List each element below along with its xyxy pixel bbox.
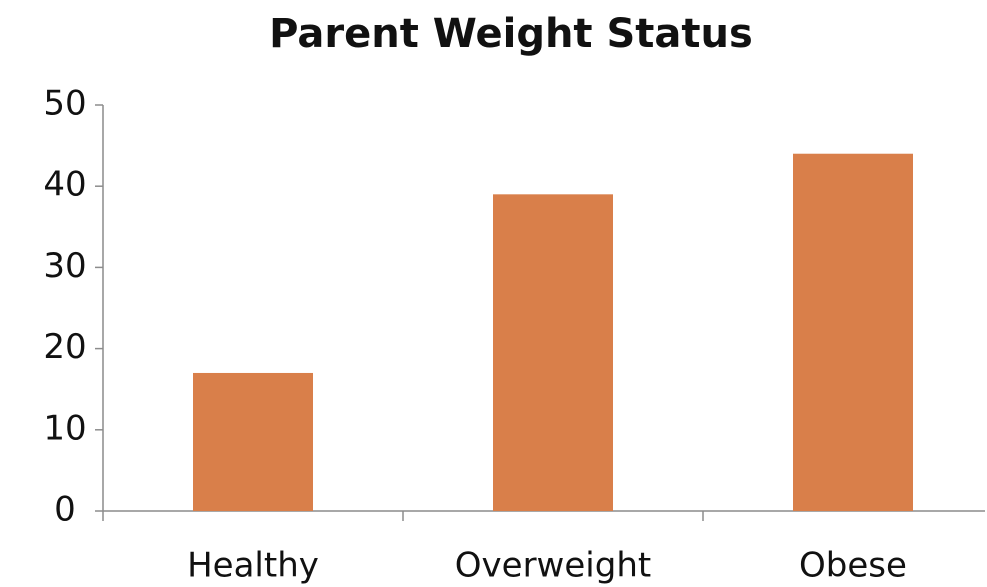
chart-title: Parent Weight Status — [269, 11, 753, 57]
y-tick-label: 20 — [43, 327, 86, 367]
x-tick-label: Healthy — [187, 546, 319, 586]
y-tick-label: 0 — [54, 490, 76, 530]
y-tick-label: 30 — [43, 246, 86, 286]
bar — [193, 372, 313, 511]
y-tick-label: 10 — [43, 408, 86, 448]
y-tick-label: 50 — [43, 84, 86, 124]
bar — [493, 194, 613, 511]
x-tick-label: Obese — [799, 546, 907, 586]
bar — [793, 153, 913, 511]
x-tick-label: Overweight — [455, 546, 651, 586]
y-tick-label: 40 — [43, 165, 86, 205]
